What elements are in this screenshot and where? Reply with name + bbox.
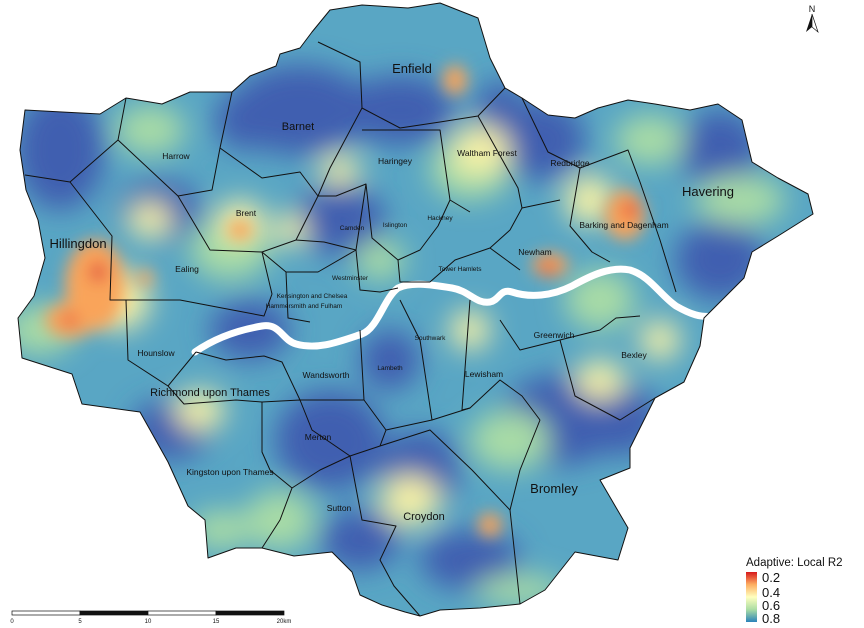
north-arrow-right-half-icon xyxy=(811,13,819,34)
scale-tick-15: 15 xyxy=(213,619,220,625)
r2-blob-8 xyxy=(275,390,385,490)
legend-value-0: 0.2 xyxy=(762,570,780,585)
north-arrow-label: N xyxy=(809,4,816,14)
label-westminster: Westminster xyxy=(332,275,369,282)
label-havering: Havering xyxy=(682,184,734,199)
r2-blob-18 xyxy=(215,90,275,150)
label-enfield: Enfield xyxy=(392,61,432,76)
r2-blobs xyxy=(18,65,785,605)
label-sutton: Sutton xyxy=(327,503,352,513)
legend-value-1: 0.4 xyxy=(762,585,780,600)
r2-blob-22 xyxy=(565,270,635,330)
r2-blob-2 xyxy=(18,90,105,210)
r2-hotspot-6 xyxy=(478,513,502,537)
r2-blob-35 xyxy=(450,125,510,175)
label-brent: Brent xyxy=(236,208,257,218)
borough-labels: Enfield Barnet Harrow Haringey Waltham F… xyxy=(49,61,734,523)
r2-blob-19 xyxy=(115,105,185,155)
label-tower-hamlets: Tower Hamlets xyxy=(439,266,483,273)
r2-blob-29 xyxy=(190,510,250,550)
r2-blob-4 xyxy=(295,185,385,255)
r2-blob-16 xyxy=(360,330,420,390)
label-newham: Newham xyxy=(518,247,552,257)
r2-hotspot-8 xyxy=(623,201,637,219)
r2-blob-32 xyxy=(128,202,172,238)
legend: Adaptive: Local R2 0.2 0.4 0.6 0.8 xyxy=(746,557,843,626)
r2-blob-37 xyxy=(320,155,360,185)
r2-hotspots xyxy=(45,65,645,537)
label-merton: Merton xyxy=(305,432,332,442)
r2-blob-14 xyxy=(320,510,400,570)
r2-blob-15 xyxy=(420,530,520,590)
borough-boundaries xyxy=(17,2,814,617)
label-kingston-upon-thames: Kingston upon Thames xyxy=(186,467,273,477)
r2-hotspot-11 xyxy=(63,314,77,326)
r2-blob-25 xyxy=(695,175,785,225)
label-islington: Islington xyxy=(383,222,408,229)
r2-blob-21 xyxy=(470,410,550,470)
scale-tick-20km: 20km xyxy=(277,619,292,625)
label-hounslow: Hounslow xyxy=(137,348,175,358)
r2-hotspot-5 xyxy=(228,220,252,240)
r2-hotspot-7 xyxy=(137,270,153,286)
legend-value-3: 0.8 xyxy=(762,611,780,626)
label-barnet: Barnet xyxy=(282,121,314,133)
north-arrow-left-half-icon xyxy=(806,14,812,32)
r2-blob-38 xyxy=(175,390,225,430)
scale-bar: 0 5 10 15 20km xyxy=(10,610,292,625)
r2-hotspot-9 xyxy=(541,262,555,274)
label-croydon: Croydon xyxy=(403,511,445,523)
legend-title: Adaptive: Local R2 xyxy=(746,557,843,569)
scale-tick-0: 0 xyxy=(10,619,14,625)
r2-blob-30 xyxy=(355,240,405,280)
r2-blob-34 xyxy=(575,360,625,400)
legend-color-ramp xyxy=(746,572,757,622)
r2-blob-40 xyxy=(272,215,308,245)
r2-blob-7 xyxy=(675,220,765,300)
r2-blob-33 xyxy=(380,475,440,525)
scale-segment-4 xyxy=(215,610,285,616)
label-greenwich: Greenwich xyxy=(534,330,575,340)
r2-blob-36 xyxy=(565,175,615,225)
label-kensington-and-chelsea: Kensington and Chelsea xyxy=(277,293,348,300)
scale-tick-5: 5 xyxy=(78,619,82,625)
label-hillingdon: Hillingdon xyxy=(49,236,106,251)
label-waltham-forest: Waltham Forest xyxy=(457,148,517,158)
north-arrow: N xyxy=(806,4,819,34)
label-wandsworth: Wandsworth xyxy=(303,370,350,380)
legend-value-2: 0.6 xyxy=(762,598,780,613)
r2-blob-41 xyxy=(450,310,490,350)
scale-segment-2 xyxy=(79,610,149,616)
r2-blob-42 xyxy=(640,320,680,360)
label-redbridge: Redbridge xyxy=(550,158,589,168)
label-richmond-upon-thames: Richmond upon Thames xyxy=(150,387,270,399)
label-lewisham: Lewisham xyxy=(465,369,503,379)
label-hammersmith-and-fulham: Hammersmith and Fulham xyxy=(266,303,343,310)
scale-segment-1 xyxy=(11,610,81,616)
label-hackney: Hackney xyxy=(427,215,453,222)
river-thames xyxy=(191,265,720,356)
r2-blob-6 xyxy=(680,110,760,190)
label-haringey: Haringey xyxy=(378,156,413,166)
r2-hotspot-10 xyxy=(90,262,106,282)
label-bromley: Bromley xyxy=(530,481,578,496)
label-camden: Camden xyxy=(340,225,365,232)
scale-tick-10: 10 xyxy=(145,619,152,625)
label-barking-and-dagenham: Barking and Dagenham xyxy=(579,220,668,230)
label-lambeth: Lambeth xyxy=(377,365,403,372)
r2-blob-0 xyxy=(345,75,455,145)
label-ealing: Ealing xyxy=(175,264,199,274)
r2-hotspot-4 xyxy=(443,65,467,95)
label-southwark: Southwark xyxy=(415,335,446,342)
label-harrow: Harrow xyxy=(162,151,190,161)
r2-blob-24 xyxy=(615,115,685,165)
scale-segment-3 xyxy=(147,610,217,616)
label-bexley: Bexley xyxy=(621,350,647,360)
